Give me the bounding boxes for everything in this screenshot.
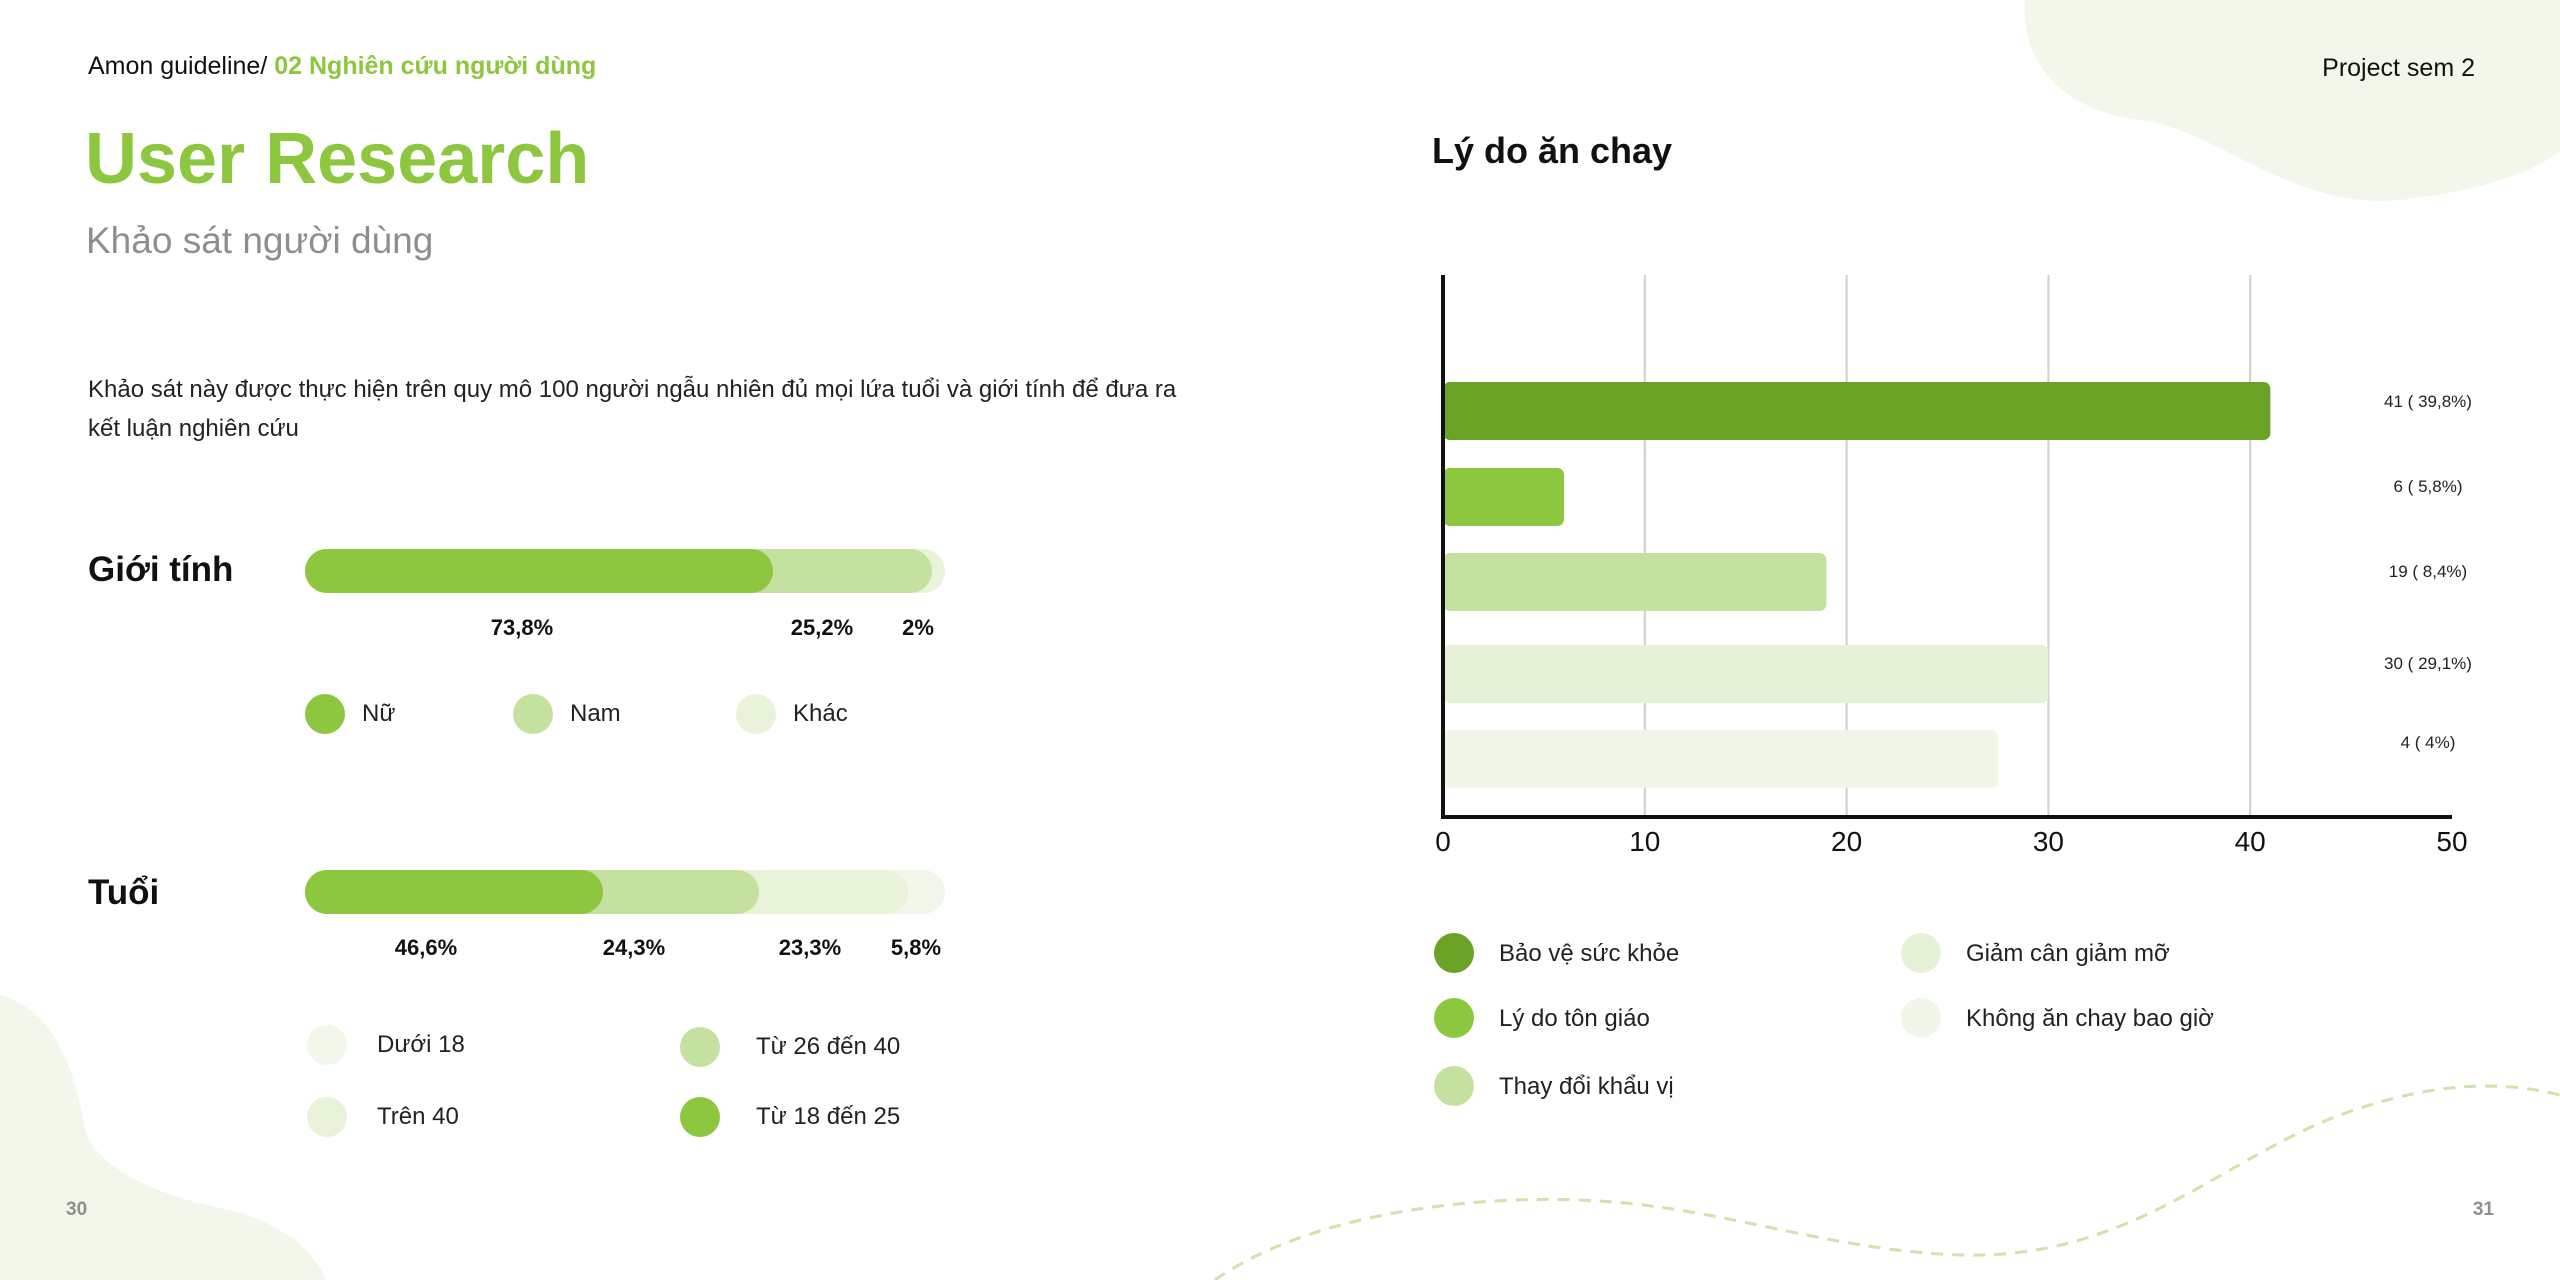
chart-legend-text: Lý do tôn giáo bbox=[1499, 1005, 1650, 1032]
chart-legend-text: Thay đổi khẩu vị bbox=[1499, 1073, 1674, 1100]
gender-legend-text: Nữ bbox=[362, 700, 396, 727]
bar bbox=[1443, 645, 2049, 703]
bar bbox=[1443, 553, 1827, 611]
age-bar bbox=[305, 870, 945, 914]
age-percent-label: 46,6% bbox=[394, 935, 458, 960]
gender-percent-label: 25,2% bbox=[790, 615, 854, 640]
chart-legend-dot bbox=[1434, 933, 1474, 973]
age-legend-dot bbox=[680, 1027, 720, 1067]
age-percent-label: 5,8% bbox=[890, 935, 942, 960]
breadcrumb: Amon guideline/ 02 Nghiên cứu người dùng bbox=[88, 52, 596, 81]
breadcrumb-prefix: Amon guideline/ bbox=[88, 52, 275, 80]
page-title: User Research bbox=[85, 119, 590, 199]
chart-title: Lý do ăn chay bbox=[1432, 130, 1673, 171]
gender-legend-dot bbox=[513, 694, 553, 734]
gender-legend-dot bbox=[305, 694, 345, 734]
breadcrumb-current[interactable]: 02 Nghiên cứu người dùng bbox=[274, 52, 597, 80]
bar bbox=[1443, 468, 1565, 526]
gender-percent-label: 73,8% bbox=[490, 615, 554, 640]
age-percent-label: 24,3% bbox=[602, 935, 666, 960]
bar-value-label: 41 ( 39,8%) bbox=[2384, 392, 2472, 411]
bottom-left-blob bbox=[0, 995, 325, 1280]
bar bbox=[1443, 382, 2271, 440]
age-legend-text: Trên 40 bbox=[377, 1103, 459, 1130]
gender-segment-0 bbox=[305, 549, 773, 593]
page-number-right: 31 bbox=[2472, 1199, 2494, 1220]
x-tick-label: 10 bbox=[1629, 826, 1661, 857]
x-tick-label: 0 bbox=[1435, 826, 1451, 857]
gender-percent-label: 2% bbox=[902, 615, 934, 640]
chart-legend-text: Giảm cân giảm mỡ bbox=[1966, 940, 2170, 967]
age-legend-dot bbox=[307, 1025, 347, 1065]
dashed-wave bbox=[1214, 1084, 2560, 1280]
chart-legend-text: Bảo vệ sức khỏe bbox=[1499, 940, 1680, 967]
project-name: Project sem 2 bbox=[2322, 54, 2475, 82]
chart-legend-dot bbox=[1434, 998, 1474, 1038]
gender-label: Giới tính bbox=[88, 550, 234, 589]
age-legend-dot bbox=[307, 1097, 347, 1137]
bar-value-label: 4 ( 4%) bbox=[2400, 733, 2456, 752]
x-tick-label: 50 bbox=[2436, 826, 2468, 857]
bar-value-label: 6 ( 5,8%) bbox=[2393, 477, 2463, 496]
age-legend-text: Từ 18 đến 25 bbox=[756, 1103, 901, 1130]
survey-description: Khảo sát này được thực hiện trên quy mô … bbox=[88, 376, 1177, 442]
gender-legend-text: Khác bbox=[793, 700, 848, 727]
x-tick-label: 40 bbox=[2234, 826, 2266, 857]
chart-legend-dot bbox=[1434, 1066, 1474, 1106]
reasons-bar-chart bbox=[1441, 275, 2452, 819]
bar bbox=[1443, 730, 1998, 788]
top-right-blob bbox=[2024, 0, 2560, 201]
x-tick-label: 20 bbox=[1831, 826, 1863, 857]
x-tick-label: 30 bbox=[2032, 826, 2064, 857]
page-subtitle: Khảo sát người dùng bbox=[86, 220, 434, 261]
gender-legend-text: Nam bbox=[570, 700, 621, 727]
bar-value-label: 30 ( 29,1%) bbox=[2384, 654, 2472, 673]
page-number-left: 30 bbox=[66, 1199, 88, 1220]
chart-legend-dot bbox=[1901, 998, 1941, 1038]
gender-bar bbox=[305, 549, 945, 593]
age-percent-label: 23,3% bbox=[778, 935, 842, 960]
bar-value-label: 19 ( 8,4%) bbox=[2388, 562, 2468, 581]
age-segment-0 bbox=[305, 870, 604, 914]
age-legend-text: Dưới 18 bbox=[377, 1031, 465, 1058]
age-label: Tuổi bbox=[88, 873, 160, 912]
chart-legend-text: Không ăn chay bao giờ bbox=[1966, 1005, 2214, 1032]
gender-legend-dot bbox=[736, 694, 776, 734]
age-legend-dot bbox=[680, 1097, 720, 1137]
age-legend-text: Từ 26 đến 40 bbox=[756, 1033, 901, 1060]
chart-legend-dot bbox=[1901, 933, 1941, 973]
